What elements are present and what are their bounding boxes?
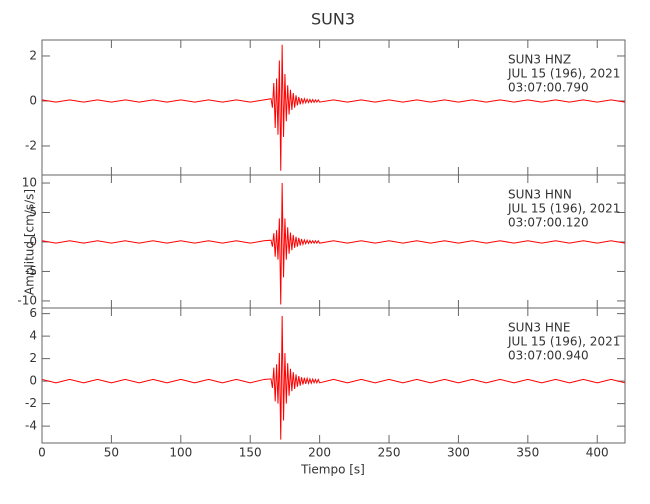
y-tick-label: 10 — [22, 176, 37, 190]
x-tick-label: 250 — [378, 446, 401, 460]
station-annotation: SUN3 HNN — [508, 188, 572, 202]
station-annotation: 03:07:00.790 — [508, 81, 589, 95]
x-tick-label: 200 — [308, 446, 331, 460]
figure-title: SUN3 — [311, 10, 355, 29]
y-tick-label: 0 — [29, 93, 37, 107]
x-tick-label: 150 — [239, 446, 262, 460]
y-tick-label: 0 — [29, 234, 37, 248]
waveform — [41, 315, 626, 440]
y-tick-label: 2 — [29, 48, 37, 62]
x-axis-label: Tiempo [s] — [300, 463, 365, 477]
x-tick-label: 0 — [38, 446, 46, 460]
panel-frame — [41, 307, 626, 444]
y-tick-label: 5 — [29, 205, 37, 219]
y-tick-label: 0 — [29, 374, 37, 388]
y-tick-label: -4 — [25, 419, 37, 433]
waveform — [41, 44, 626, 171]
y-tick-label: 2 — [29, 351, 37, 365]
station-annotation: JUL 15 (196), 2021 — [507, 202, 620, 216]
x-tick-label: 350 — [516, 446, 539, 460]
station-annotation: JUL 15 (196), 2021 — [507, 67, 620, 81]
y-tick-label: -5 — [25, 264, 37, 278]
y-axis-label: Amplitud [cm/s/s] — [23, 189, 37, 295]
x-tick-label: 50 — [104, 446, 119, 460]
y-tick-label: -10 — [17, 293, 37, 307]
x-tick-label: 400 — [586, 446, 609, 460]
station-annotation: 03:07:00.120 — [508, 216, 589, 230]
station-annotation: 03:07:00.940 — [508, 349, 589, 363]
y-tick-label: -2 — [25, 138, 37, 152]
station-annotation: JUL 15 (196), 2021 — [507, 335, 620, 349]
station-annotation: SUN3 HNE — [508, 321, 570, 335]
station-annotation: SUN3 HNZ — [508, 53, 571, 67]
y-tick-label: -2 — [25, 396, 37, 410]
y-tick-label: 4 — [29, 329, 37, 343]
y-tick-label: 6 — [29, 306, 37, 320]
x-tick-label: 300 — [447, 446, 470, 460]
waveform — [41, 183, 626, 305]
x-tick-label: 100 — [169, 446, 192, 460]
